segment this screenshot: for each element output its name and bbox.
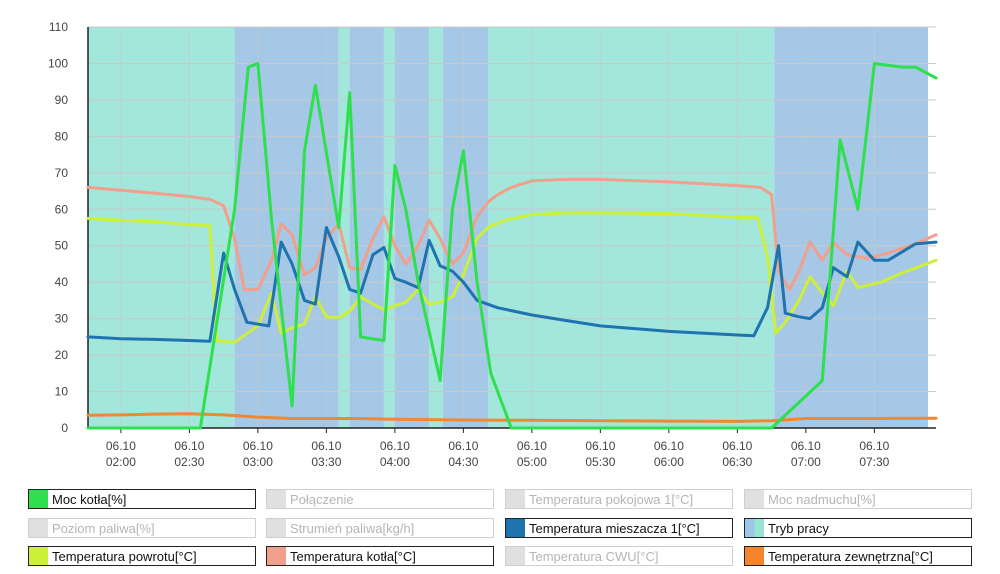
legend-swatch [745, 519, 764, 537]
x-tick-date-7: 06.10 [585, 439, 615, 453]
y-tick-30: 30 [55, 312, 69, 326]
legend-swatch [745, 490, 764, 508]
legend-swatch [29, 519, 48, 537]
legend-label: Tryb pracy [768, 521, 829, 536]
y-tick-0: 0 [61, 421, 68, 435]
series-line-2 [86, 211, 938, 344]
x-tick-time-0: 02:00 [106, 455, 136, 469]
legend-label: Temperatura kotła[°C] [290, 549, 416, 564]
x-tick-time-1: 02:30 [174, 455, 204, 469]
x-tick-time-6: 05:00 [517, 455, 547, 469]
legend-item-11[interactable]: Temperatura zewnętrzna[°C] [744, 546, 972, 566]
legend-swatch [506, 490, 525, 508]
legend-item-0[interactable]: Moc kotła[%] [28, 489, 256, 509]
legend-item-3[interactable]: Moc nadmuchu[%] [744, 489, 972, 509]
x-tick-time-9: 06:30 [722, 455, 752, 469]
mode-band-6 [429, 27, 443, 428]
y-tick-90: 90 [55, 93, 69, 107]
legend-swatch [29, 547, 48, 565]
legend-label: Temperatura zewnętrzna[°C] [768, 549, 933, 564]
series-line-0 [86, 412, 938, 423]
y-tick-70: 70 [55, 166, 69, 180]
legend-item-8[interactable]: Temperatura powrotu[°C] [28, 546, 256, 566]
legend-item-9[interactable]: Temperatura kotła[°C] [266, 546, 494, 566]
x-tick-date-8: 06.10 [654, 439, 684, 453]
x-tick-date-6: 06.10 [517, 439, 547, 453]
series-line-3 [86, 226, 938, 343]
y-tick-60: 60 [55, 202, 69, 216]
legend-swatch [267, 519, 286, 537]
legend-swatch [506, 519, 525, 537]
legend-label: Poziom paliwa[%] [52, 521, 155, 536]
x-tick-date-3: 06.10 [311, 439, 341, 453]
x-tick-date-9: 06.10 [722, 439, 752, 453]
legend-label: Moc nadmuchu[%] [768, 492, 876, 507]
series-line-1 [86, 177, 938, 291]
chart: 0 10 20 30 40 50 60 70 80 90 100 110 06.10 02:00 06.10… [48, 20, 938, 469]
legend-item-1[interactable]: Połączenie [266, 489, 494, 509]
y-tick-80: 80 [55, 129, 69, 143]
y-tick-20: 20 [55, 348, 69, 362]
legend-item-10[interactable]: Temperatura CWU[°C] [505, 546, 733, 566]
legend-item-5[interactable]: Strumień paliwa[kg/h] [266, 518, 494, 538]
x-tick-date-10: 06.10 [791, 439, 821, 453]
legend-label: Temperatura CWU[°C] [529, 549, 659, 564]
x-tick-time-4: 04:00 [380, 455, 410, 469]
mode-band-8 [488, 27, 775, 428]
legend-label: Temperatura powrotu[°C] [52, 549, 197, 564]
mode-band-5 [394, 27, 430, 428]
x-tick-date-2: 06.10 [243, 439, 273, 453]
legend-item-4[interactable]: Poziom paliwa[%] [28, 518, 256, 538]
series-line-4 [86, 62, 938, 430]
x-tick-date-1: 06.10 [174, 439, 204, 453]
y-tick-110: 110 [49, 20, 68, 34]
x-tick-time-8: 06:00 [654, 455, 684, 469]
x-tick-time-7: 05:30 [585, 455, 615, 469]
x-tick-date-11: 06.10 [859, 439, 889, 453]
legend-label: Temperatura pokojowa 1[°C] [529, 492, 694, 507]
x-tick-time-10: 07:00 [791, 455, 821, 469]
legend-item-2[interactable]: Temperatura pokojowa 1[°C] [505, 489, 733, 509]
legend-label: Temperatura mieszacza 1[°C] [529, 521, 700, 536]
legend-item-7[interactable]: Tryb pracy [744, 518, 972, 538]
mode-band-2 [338, 27, 350, 428]
legend-swatch [267, 490, 286, 508]
legend-label: Strumień paliwa[kg/h] [290, 521, 415, 536]
legend-item-6[interactable]: Temperatura mieszacza 1[°C] [505, 518, 733, 538]
y-tick-50: 50 [55, 239, 69, 253]
x-tick-date-0: 06.10 [106, 439, 136, 453]
legend-label: Moc kotła[%] [52, 492, 127, 507]
legend-label: Połączenie [290, 492, 354, 507]
y-tick-10: 10 [55, 385, 69, 399]
legend-swatch [745, 547, 764, 565]
legend-swatch [506, 547, 525, 565]
mode-band-0 [88, 27, 235, 428]
x-tick-time-11: 07:30 [859, 455, 889, 469]
x-tick-date-5: 06.10 [448, 439, 478, 453]
y-tick-40: 40 [55, 275, 69, 289]
x-tick-date-4: 06.10 [380, 439, 410, 453]
x-tick-time-2: 03:00 [243, 455, 273, 469]
legend-swatch [29, 490, 48, 508]
x-tick-time-5: 04:30 [448, 455, 478, 469]
y-tick-100: 100 [48, 56, 68, 70]
mode-band-9 [774, 27, 928, 428]
x-tick-time-3: 03:30 [311, 455, 341, 469]
legend-swatch [267, 547, 286, 565]
